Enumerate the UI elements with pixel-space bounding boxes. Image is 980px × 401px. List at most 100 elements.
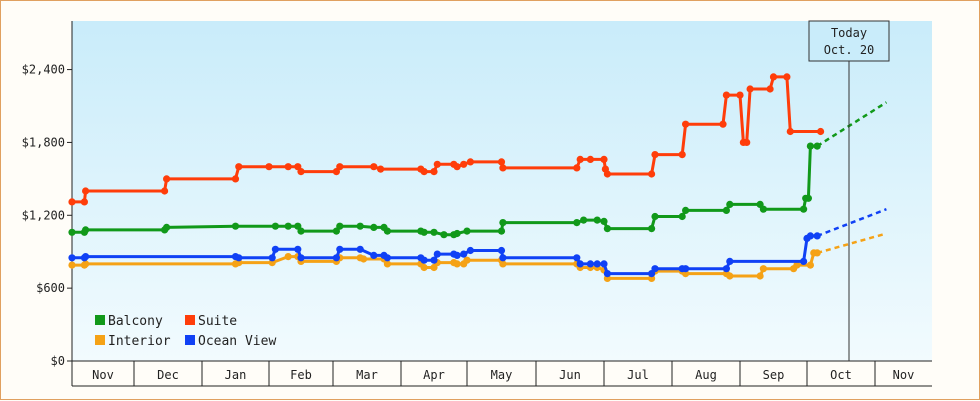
data-point: [336, 245, 344, 253]
legend-label: Balcony: [108, 314, 163, 329]
series-line-suite: [72, 75, 821, 204]
x-tick-label: Apr: [423, 368, 445, 382]
data-point: [82, 260, 90, 268]
legend-label: Ocean View: [198, 334, 276, 349]
data-point: [68, 254, 76, 262]
data-point: [377, 165, 385, 173]
data-point: [231, 222, 240, 230]
data-point: [678, 212, 686, 221]
data-point: [466, 246, 474, 255]
data-point: [722, 91, 731, 99]
data-point: [460, 250, 468, 258]
data-point: [68, 261, 76, 269]
data-point: [440, 231, 448, 239]
data-point: [370, 163, 378, 171]
data-point: [804, 194, 813, 202]
data-point: [736, 91, 744, 99]
data-point: [430, 228, 438, 236]
data-point: [420, 263, 428, 272]
data-point: [651, 151, 659, 159]
data-point: [800, 205, 808, 213]
data-point: [586, 155, 595, 163]
data-point: [497, 246, 506, 255]
data-point: [235, 254, 243, 262]
data-point: [297, 227, 305, 235]
data-point: [793, 261, 801, 269]
data-point: [759, 265, 768, 273]
x-tick-label: Mar: [356, 368, 378, 382]
today-label: Today: [831, 26, 867, 40]
data-point: [651, 265, 659, 273]
data-point: [356, 222, 364, 230]
data-point: [163, 223, 171, 231]
data-point: [756, 272, 764, 280]
data-point: [433, 160, 441, 168]
y-tick-label: $0: [51, 354, 65, 368]
data-point: [593, 260, 601, 268]
data-point: [433, 250, 441, 258]
legend-swatch: [95, 335, 105, 345]
data-point: [268, 254, 276, 262]
data-point: [726, 272, 734, 280]
data-point: [284, 253, 292, 261]
data-point: [332, 254, 340, 262]
data-point: [499, 164, 507, 172]
data-point: [682, 265, 690, 273]
data-point: [806, 261, 815, 269]
data-point: [746, 85, 754, 93]
data-point: [722, 206, 731, 214]
data-point: [68, 198, 76, 206]
x-tick-label: Feb: [290, 368, 312, 382]
data-point: [163, 175, 171, 183]
data-point: [783, 73, 791, 81]
data-point: [648, 170, 656, 178]
y-tick-label: $1,800: [22, 135, 65, 149]
data-point: [743, 138, 751, 146]
data-point: [600, 217, 608, 225]
data-point: [82, 253, 90, 261]
data-point: [420, 256, 428, 264]
data-point: [161, 187, 169, 195]
projection-line-ocean-view: [816, 208, 887, 238]
data-point: [370, 223, 378, 231]
today-box: [808, 20, 890, 62]
legend-swatch: [185, 335, 195, 345]
data-point: [499, 260, 507, 268]
data-point: [420, 228, 428, 236]
data-point: [593, 216, 601, 224]
data-point: [786, 127, 794, 136]
data-point: [356, 245, 364, 253]
legend-label: Suite: [198, 314, 237, 329]
data-point: [453, 163, 461, 171]
data-point: [576, 155, 584, 163]
x-tick-label: Jun: [559, 368, 581, 382]
data-point: [284, 163, 292, 171]
data-point: [360, 255, 368, 263]
data-point: [678, 151, 686, 159]
legend-swatch: [185, 315, 195, 325]
data-point: [806, 142, 815, 150]
data-point: [682, 120, 690, 128]
data-point: [580, 216, 588, 224]
data-point: [603, 270, 612, 278]
data-point: [466, 158, 474, 166]
data-point: [271, 222, 279, 230]
data-point: [284, 222, 292, 230]
data-point: [603, 225, 612, 233]
data-point: [430, 168, 438, 176]
data-point: [370, 251, 378, 259]
data-point: [453, 251, 461, 259]
data-point: [800, 257, 808, 265]
data-point: [383, 227, 391, 235]
data-point: [271, 245, 279, 253]
data-point: [80, 198, 88, 206]
data-point: [573, 164, 581, 172]
legend-swatch: [95, 315, 105, 325]
data-point: [726, 200, 734, 208]
data-point: [460, 160, 468, 168]
data-point: [586, 260, 595, 268]
data-point: [603, 170, 612, 178]
y-tick-label: $2,400: [22, 63, 65, 77]
